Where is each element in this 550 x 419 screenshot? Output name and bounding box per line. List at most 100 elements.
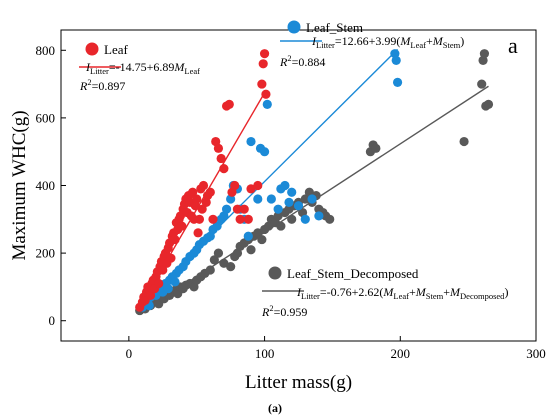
legend-equation: ILitter=12.66+3.99(MLeaf​+MStem​) — [311, 34, 464, 50]
data-point — [479, 49, 490, 59]
data-point — [219, 163, 229, 174]
legend-series-name: Leaf_Stem — [306, 20, 363, 35]
y-tick-label: 400 — [36, 178, 56, 193]
data-point — [213, 248, 224, 258]
data-point — [392, 77, 403, 87]
y-tick-label: 600 — [36, 110, 56, 125]
data-point — [188, 187, 198, 197]
y-axis-ticks: 0 200 400 600 800 — [36, 43, 66, 328]
data-point — [246, 184, 256, 194]
data-point — [192, 194, 202, 204]
data-point — [253, 180, 263, 191]
data-point — [177, 221, 187, 231]
data-point — [483, 99, 494, 109]
data-point — [258, 59, 268, 69]
legend-marker — [85, 42, 99, 56]
legend-r-squared: R2=0.884 — [279, 53, 325, 69]
data-point — [246, 245, 256, 255]
data-point — [314, 211, 324, 221]
data-point — [205, 187, 215, 197]
figure-caption: (a) — [268, 401, 282, 415]
data-point — [243, 231, 253, 241]
x-tick-label: 0 — [126, 346, 133, 361]
legend-series-name: Leaf_Stem_Decomposed — [287, 266, 419, 281]
data-point — [212, 221, 222, 231]
y-tick-label: 800 — [36, 43, 56, 58]
data-point — [235, 214, 245, 224]
data-point — [226, 262, 236, 272]
data-point — [371, 143, 381, 153]
data-points — [135, 49, 494, 316]
data-point — [193, 228, 203, 238]
legend-marker — [268, 266, 282, 280]
data-point — [145, 290, 156, 300]
data-point — [273, 204, 283, 214]
legend-equation: ILitter=-14.75+6.89MLeaf​ — [85, 60, 200, 76]
data-point — [273, 211, 283, 221]
legend-marker — [287, 20, 301, 34]
data-point — [253, 194, 263, 204]
legend-entry: Leaf ILitter=-14.75+6.89MLeaf​R2=0.897 — [79, 42, 200, 93]
data-point — [261, 89, 271, 99]
x-axis-label: Litter mass(g) — [245, 372, 352, 393]
legend-series-name: Leaf — [104, 42, 128, 57]
x-tick-label: 100 — [255, 346, 275, 361]
data-point — [232, 204, 243, 214]
data-point — [287, 214, 297, 224]
data-point — [325, 214, 335, 224]
legend: LeafILitter=-14.75+6.89MLeaf​R2=0.897Lea… — [79, 20, 508, 319]
data-point — [266, 194, 276, 204]
data-point — [198, 180, 209, 191]
data-point — [262, 99, 272, 109]
data-point — [197, 204, 207, 214]
y-tick-label: 200 — [36, 246, 56, 261]
data-point — [216, 153, 226, 164]
data-point — [257, 234, 267, 245]
data-point — [170, 277, 180, 287]
legend-r-squared: R2=0.959 — [261, 303, 307, 319]
data-point — [477, 79, 487, 89]
x-axis-ticks: 0 100 200 300 — [126, 336, 546, 361]
data-point — [246, 136, 256, 147]
data-point — [163, 284, 173, 294]
data-point — [287, 187, 297, 197]
y-tick-label: 0 — [49, 313, 56, 328]
data-point — [243, 214, 253, 224]
data-point — [170, 234, 180, 245]
data-point — [391, 55, 401, 66]
data-point — [307, 194, 317, 204]
data-point — [459, 136, 469, 147]
data-point — [259, 49, 270, 59]
data-point — [300, 194, 310, 204]
data-point — [259, 147, 270, 157]
data-point — [154, 278, 164, 289]
data-point — [208, 214, 218, 224]
data-point — [253, 228, 263, 238]
data-point — [205, 265, 215, 275]
data-point — [239, 204, 249, 214]
y-axis-label: Maximum WHC(g) — [9, 110, 30, 260]
data-point — [284, 197, 294, 208]
data-point — [230, 180, 240, 191]
legend-entry: Leaf_StemILitter=12.66+3.99(MLeaf​+MStem… — [279, 20, 464, 69]
data-point — [209, 255, 219, 265]
data-point — [293, 201, 304, 211]
panel-label: a — [508, 33, 518, 58]
x-tick-label: 300 — [526, 346, 546, 361]
x-tick-label: 200 — [391, 346, 411, 361]
data-point — [224, 99, 234, 109]
data-point — [194, 214, 205, 224]
data-point — [158, 265, 168, 275]
data-point — [166, 253, 176, 263]
legend-r-squared: R2=0.897 — [79, 77, 125, 93]
data-point — [280, 180, 290, 191]
data-point — [257, 79, 267, 89]
legend-equation: ILitter=-0.76+2.62(MLeaf​+MStem​+MDecomp… — [296, 285, 508, 301]
data-point — [276, 221, 286, 231]
data-point — [300, 214, 310, 224]
data-point — [219, 258, 229, 268]
data-point — [221, 204, 232, 214]
legend-entry: Leaf_Stem_Decomposed ILitter=-0.76+2.62(M… — [261, 266, 508, 319]
data-point — [213, 143, 224, 153]
